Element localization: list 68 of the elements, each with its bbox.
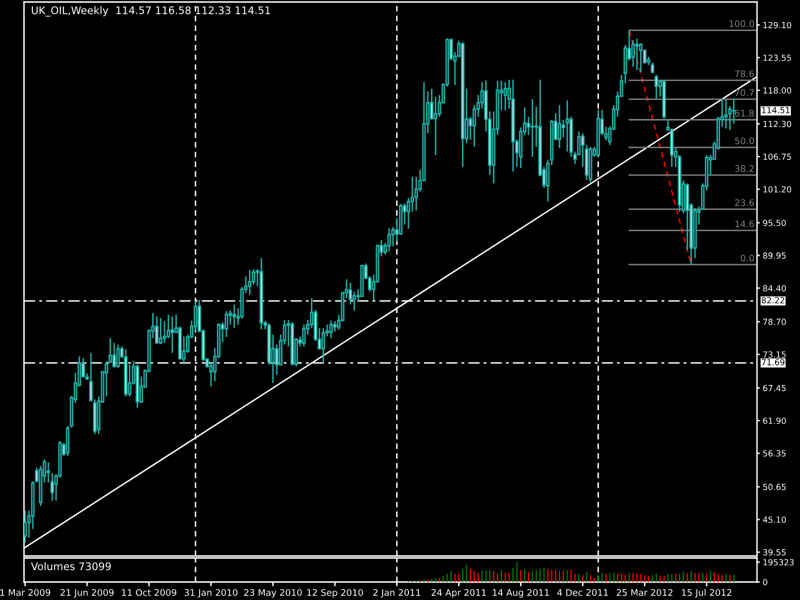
candlestick <box>352 290 356 312</box>
chart-title: Volumes 73099 <box>31 562 111 570</box>
y-tick-label: 50.65 <box>763 484 786 490</box>
x-tick-label: 31 Jan 2010 <box>184 589 238 598</box>
candlestick <box>558 104 562 149</box>
y-tick-label: 101.20 <box>763 186 792 192</box>
ref-line-label: 71.69 <box>762 359 784 366</box>
x-tick-label: 11 Oct 2009 <box>122 589 176 596</box>
y-tick-label: 61.90 <box>763 418 786 424</box>
candlestick <box>170 316 174 354</box>
x-tick-label: 1 Mar 2009 <box>0 589 50 596</box>
candlestick <box>158 317 162 345</box>
candlestick <box>654 74 658 100</box>
x-tick-label: 4 Dec 2011 <box>557 589 608 596</box>
x-tick-label: 14 Aug 2011 <box>492 589 549 598</box>
y-tick-label: 95.50 <box>763 220 786 226</box>
candlestick <box>155 316 159 344</box>
x-tick-label: 25 Mar 2012 <box>616 589 672 596</box>
x-tick-label: 2 Jan 2011 <box>373 589 420 598</box>
y-tick-label: 106.75 <box>763 154 791 160</box>
annotation: 61.8 <box>735 110 754 117</box>
annotation: 50.0 <box>735 137 754 144</box>
candlestick <box>434 96 438 156</box>
ref-line-label: 82.22 <box>762 297 784 304</box>
y-tick-label: 56.35 <box>763 450 786 457</box>
y-tick-label: 112.30 <box>763 120 792 128</box>
annotation: 0.0 <box>740 254 754 262</box>
candlestick <box>565 100 570 152</box>
candlestick <box>732 98 736 124</box>
candlestick <box>387 227 391 252</box>
candlestick <box>639 42 643 73</box>
annotation: 14.6 <box>735 220 754 228</box>
x-tick-label: 15 Jul 2012 <box>682 588 732 598</box>
y-tick-label: 195323 <box>763 559 794 566</box>
annotation: 38.2 <box>735 165 754 172</box>
x-tick-label: 21 Jun 2009 <box>60 589 114 598</box>
candlestick <box>248 269 252 296</box>
candlestick <box>116 344 120 368</box>
candlestick <box>530 98 534 158</box>
y-tick-label: 39.55 <box>763 549 786 556</box>
candlestick <box>24 510 27 544</box>
annotation: 70.7 <box>735 89 754 96</box>
candlestick <box>635 38 639 71</box>
y-tick-label: 129.10 <box>763 22 792 28</box>
annotation: 78.6 <box>735 70 754 78</box>
candlestick <box>322 327 326 364</box>
chart-title: UK_OIL,Weekly 114.57 116.58 112.33 114.51 <box>32 6 270 17</box>
x-tick-label: 24 Apr 2011 <box>432 589 486 598</box>
y-tick-label: 73.15 <box>763 351 786 358</box>
y-tick-label: 78.70 <box>763 318 786 325</box>
candlestick <box>329 320 333 339</box>
y-tick-label: 123.55 <box>763 54 791 61</box>
y-tick-label: 118.00 <box>763 87 792 94</box>
candlestick <box>302 324 306 348</box>
candlestick <box>724 98 728 130</box>
y-tick-label: 45.10 <box>762 516 786 523</box>
y-tick-label: 84.40 <box>763 285 786 292</box>
candlestick <box>232 304 236 329</box>
annotation: 23.6 <box>735 199 754 206</box>
text: 114.51 <box>762 107 790 114</box>
x-tick-label: 12 Sep 2010 <box>307 589 363 598</box>
y-tick-label: 0 <box>763 578 768 586</box>
y-tick-label: 67.45 <box>763 384 786 392</box>
annotation: 100.0 <box>730 20 754 28</box>
x-tick-label: 23 May 2010 <box>244 589 302 598</box>
y-tick-label: 89.95 <box>763 252 786 259</box>
candlestick <box>504 81 508 112</box>
candlestick <box>333 320 337 332</box>
